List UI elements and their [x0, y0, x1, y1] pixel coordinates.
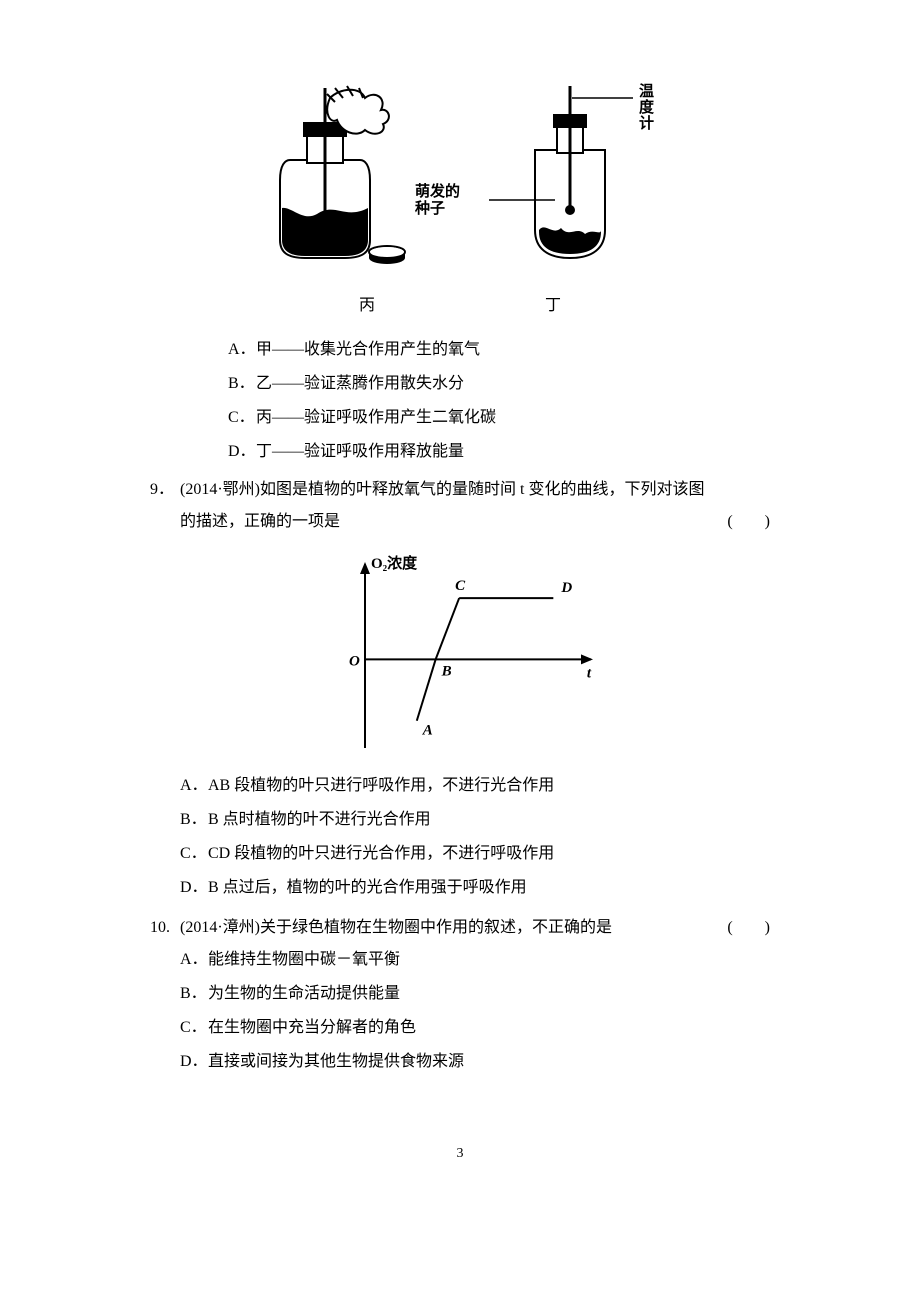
q9-option-a-text: AB 段植物的叶只进行呼吸作用，不进行光合作用: [208, 777, 554, 794]
svg-text:C: C: [455, 578, 466, 594]
q9-options: A．AB 段植物的叶只进行呼吸作用，不进行光合作用 B．B 点时植物的叶不进行光…: [180, 770, 770, 904]
q9-stem1-text: 如图是植物的叶释放氧气的量随时间 t 变化的曲线，下列对该图: [260, 481, 704, 498]
figure-ding: 温 度 计 萌发的 种子: [475, 80, 675, 282]
q10-stem: (2014·漳州)关于绿色植物在生物圈中作用的叙述，不正确的是 ( ): [180, 912, 770, 944]
q9-option-c-text: CD 段植物的叶只进行光合作用，不进行呼吸作用: [208, 845, 554, 862]
svg-text:D: D: [560, 580, 572, 596]
page-number: 3: [150, 1140, 770, 1168]
q9-option-d-text: B 点过后，植物的叶的光合作用强于呼吸作用: [208, 879, 527, 896]
q10-option-b: B．为生物的生命活动提供能量: [180, 978, 770, 1010]
q10-option-b-text: 为生物的生命活动提供能量: [208, 985, 400, 1002]
top-figure-row: 温 度 计 萌发的 种子: [150, 80, 770, 282]
seeds-label-line2: 种子: [415, 201, 460, 218]
q8-option-b-text: 乙——验证蒸腾作用散失水分: [256, 375, 464, 392]
thermometer-label-3: 计: [639, 114, 654, 132]
figure-bing: [245, 80, 415, 282]
q9-option-b: B．B 点时植物的叶不进行光合作用: [180, 804, 770, 836]
flask-thermometer-diagram: 温 度 计: [475, 80, 675, 270]
svg-text:A: A: [422, 723, 433, 739]
q9-source: (2014·鄂州): [180, 481, 260, 498]
q9-option-d: D．B 点过后，植物的叶的光合作用强于呼吸作用: [180, 872, 770, 904]
q8-option-d-text: 丁——验证呼吸作用释放能量: [256, 443, 464, 460]
svg-text:B: B: [441, 663, 452, 679]
q9-stem2-text: 的描述，正确的一项是: [180, 506, 340, 538]
q9-option-c: C．CD 段植物的叶只进行光合作用，不进行呼吸作用: [180, 838, 770, 870]
q9-paren: ( ): [727, 506, 770, 538]
q8-option-d: D．丁——验证呼吸作用释放能量: [228, 436, 770, 468]
seeds-label-line1: 萌发的: [415, 184, 460, 201]
q8-option-c: C．丙——验证呼吸作用产生二氧化碳: [228, 402, 770, 434]
q10-options: A．能维持生物圈中碳－氧平衡 B．为生物的生命活动提供能量 C．在生物圈中充当分…: [180, 944, 770, 1078]
q8-option-b: B．乙——验证蒸腾作用散失水分: [228, 368, 770, 400]
figure-captions: 丙 丁: [150, 290, 770, 322]
q8-option-a: A．甲——收集光合作用产生的氧气: [228, 334, 770, 366]
q10-option-c: C．在生物圈中充当分解者的角色: [180, 1012, 770, 1044]
q9: 9． (2014·鄂州)如图是植物的叶释放氧气的量随时间 t 变化的曲线，下列对…: [150, 474, 770, 906]
q8-option-c-text: 丙——验证呼吸作用产生二氧化碳: [256, 409, 496, 426]
q10-option-d-text: 直接或间接为其他生物提供食物来源: [208, 1053, 464, 1070]
caption-bing: 丙: [359, 290, 375, 322]
q10-option-c-text: 在生物圈中充当分解者的角色: [208, 1019, 416, 1036]
o2-curve-chart: A B C D O₂浓度 t O: [345, 548, 605, 758]
q9-number: 9．: [150, 474, 180, 906]
q10-stem-text: 关于绿色植物在生物圈中作用的叙述，不正确的是: [260, 919, 612, 936]
q10-option-d: D．直接或间接为其他生物提供食物来源: [180, 1046, 770, 1078]
q10-source: (2014·漳州): [180, 919, 260, 936]
q9-option-b-text: B 点时植物的叶不进行光合作用: [208, 811, 431, 828]
svg-text:O: O: [349, 653, 360, 669]
svg-text:t: t: [587, 665, 592, 681]
q10-paren: ( ): [727, 912, 770, 944]
q8-options: A．甲——收集光合作用产生的氧气 B．乙——验证蒸腾作用散失水分 C．丙——验证…: [150, 334, 770, 468]
q10-option-a: A．能维持生物圈中碳－氧平衡: [180, 944, 770, 976]
q9-chart: A B C D O₂浓度 t O: [180, 548, 770, 758]
q10-option-a-text: 能维持生物圈中碳－氧平衡: [208, 951, 400, 968]
thermometer-label-1: 温: [639, 83, 654, 100]
caption-ding: 丁: [545, 290, 561, 322]
q9-stem-line2: 的描述，正确的一项是 ( ): [180, 506, 770, 538]
seeds-label: 萌发的 种子: [415, 184, 460, 219]
q10: 10. (2014·漳州)关于绿色植物在生物圈中作用的叙述，不正确的是 ( ) …: [150, 912, 770, 1080]
q9-option-a: A．AB 段植物的叶只进行呼吸作用，不进行光合作用: [180, 770, 770, 802]
q9-stem-line1: (2014·鄂州)如图是植物的叶释放氧气的量随时间 t 变化的曲线，下列对该图: [180, 474, 770, 506]
bottle-hand-diagram: [245, 80, 415, 270]
thermometer-label-2: 度: [639, 98, 655, 116]
q8-option-a-text: 甲——收集光合作用产生的氧气: [256, 341, 480, 358]
svg-text:O₂浓度: O₂浓度: [371, 554, 418, 572]
q10-number: 10.: [150, 912, 180, 1080]
